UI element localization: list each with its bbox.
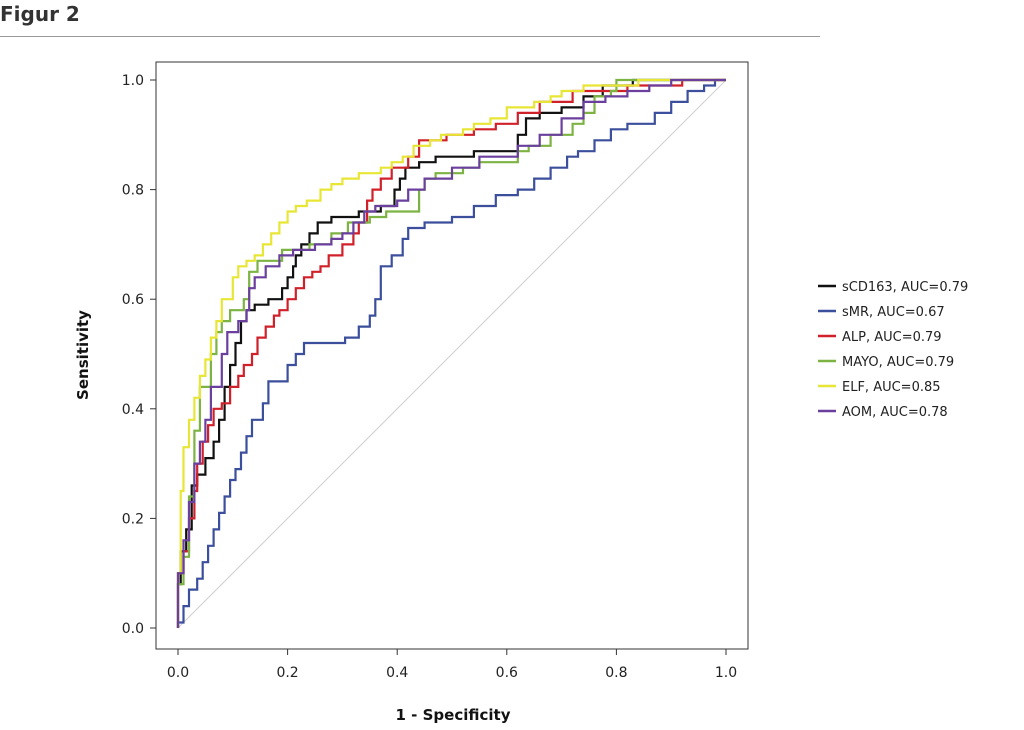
- roc-curve-2: [176, 78, 726, 628]
- roc-curve-1: [176, 78, 726, 628]
- x-tick-label: 1.0: [715, 665, 737, 681]
- x-tick-label: 0.4: [386, 665, 408, 681]
- x-tick-label: 0.2: [276, 665, 298, 681]
- y-tick-label: 0.0: [122, 621, 144, 637]
- y-tick-label: 0.4: [122, 402, 144, 418]
- reference-diagonal: [177, 79, 727, 629]
- series-group: [176, 78, 726, 628]
- x-tick-label: 0.8: [605, 665, 627, 681]
- legend-label: ALP, AUC=0.79: [842, 330, 942, 345]
- plot-frame: [155, 61, 749, 650]
- y-axis-title: Sensitivity: [74, 310, 92, 400]
- figure-heading: Figur 2: [0, 2, 80, 26]
- y-tick-label: 0.2: [122, 511, 144, 527]
- legend-label: MAYO, AUC=0.79: [842, 355, 954, 370]
- legend-label: sMR, AUC=0.67: [842, 305, 945, 320]
- roc-curve-4: [176, 78, 726, 628]
- y-tick-label: 0.8: [122, 183, 144, 199]
- legend-label: ELF, AUC=0.85: [842, 380, 941, 395]
- legend: sCD163, AUC=0.79 sMR, AUC=0.67 ALP, AUC=0.…: [818, 280, 968, 420]
- x-tick-label: 0.6: [496, 665, 518, 681]
- y-tick-label: 0.6: [122, 292, 144, 308]
- roc-curve-3: [176, 78, 726, 628]
- x-tick-label: 0.0: [167, 665, 189, 681]
- x-axis-title: 1 - Specificity: [396, 706, 511, 724]
- roc-curve-5: [176, 78, 726, 628]
- roc-curve-0: [176, 78, 726, 628]
- heading-divider: [0, 36, 820, 37]
- y-tick-label: 1.0: [122, 73, 144, 89]
- ticks-group: 0.0 0.2 0.4 0.6 0.8 1.0 0.0 0.2 0.4 0.6 0.8 1.0: [122, 73, 737, 681]
- legend-label: sCD163, AUC=0.79: [842, 280, 968, 295]
- legend-label: AOM, AUC=0.78: [842, 405, 948, 420]
